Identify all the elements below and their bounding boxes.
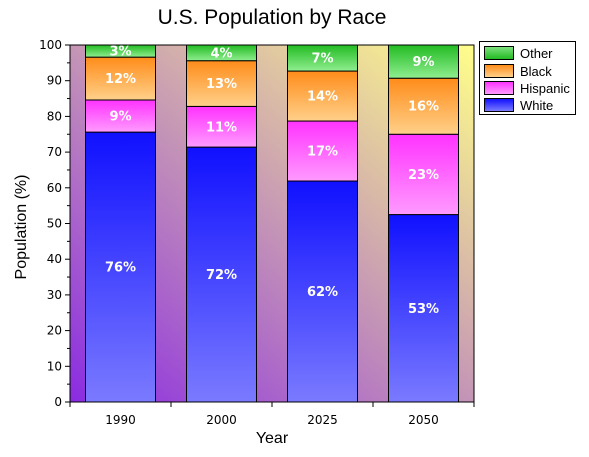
- y-tick-label-100: 100: [39, 38, 62, 52]
- x-tick-label-1990: 1990: [105, 413, 136, 427]
- legend-swatch-hispanic: [484, 81, 514, 95]
- data-label-black-2000: 13%: [206, 77, 237, 92]
- data-label-white-2025: 62%: [307, 285, 338, 300]
- y-tick-label-80: 80: [47, 109, 62, 123]
- legend-swatch-other: [484, 46, 514, 60]
- data-label-other-2000: 4%: [210, 46, 232, 61]
- data-label-hispanic-2050: 23%: [408, 168, 439, 183]
- y-tick-label-70: 70: [47, 145, 62, 159]
- legend: Other Black Hispanic White: [479, 41, 576, 115]
- bar-other-2025: [287, 44, 358, 72]
- y-tick-label-30: 30: [47, 288, 62, 302]
- data-label-hispanic-2025: 17%: [307, 145, 338, 160]
- legend-item-other: Other: [484, 45, 553, 61]
- data-label-other-2050: 9%: [412, 55, 434, 70]
- data-label-white-1990: 76%: [105, 261, 136, 276]
- legend-label-black: Black: [520, 63, 552, 79]
- bar-hispanic-2025: [287, 120, 358, 182]
- bar-white-2025: [287, 180, 358, 403]
- legend-item-white: White: [484, 97, 553, 113]
- bar-white-2050: [388, 214, 459, 403]
- bar-black-2025: [287, 70, 358, 122]
- data-label-other-2025: 7%: [311, 52, 333, 67]
- legend-label-hispanic: Hispanic: [520, 80, 570, 96]
- legend-item-black: Black: [484, 63, 552, 79]
- legend-swatch-black: [484, 64, 514, 78]
- legend-swatch-white: [484, 98, 514, 112]
- bar-black-2000: [186, 60, 257, 107]
- y-tick-label-60: 60: [47, 181, 62, 195]
- y-tick-label-10: 10: [47, 359, 62, 373]
- data-label-other-1990: 3%: [109, 45, 131, 60]
- x-axis-label: Year: [255, 430, 289, 447]
- bar-hispanic-1990: [85, 99, 156, 133]
- y-tick-label-40: 40: [47, 252, 62, 266]
- data-label-hispanic-2000: 11%: [206, 120, 237, 135]
- y-tick-label-90: 90: [47, 74, 62, 88]
- legend-label-other: Other: [520, 45, 553, 61]
- chart-title: U.S. Population by Race: [157, 6, 387, 29]
- data-label-black-2050: 16%: [408, 100, 439, 115]
- x-tick-label-2050: 2050: [408, 413, 439, 427]
- y-tick-label-50: 50: [47, 217, 62, 231]
- data-label-black-2025: 14%: [307, 90, 338, 105]
- data-label-white-2050: 53%: [408, 302, 439, 317]
- x-tick-label-2000: 2000: [206, 413, 237, 427]
- data-label-black-1990: 12%: [105, 72, 136, 87]
- x-tick-label-2025: 2025: [307, 413, 338, 427]
- bar-hispanic-2050: [388, 133, 459, 216]
- y-tick-label-0: 0: [54, 395, 62, 409]
- data-label-white-2000: 72%: [206, 268, 237, 283]
- bar-black-1990: [85, 56, 156, 101]
- legend-item-hispanic: Hispanic: [484, 80, 570, 96]
- data-label-hispanic-1990: 9%: [109, 110, 131, 125]
- legend-label-white: White: [520, 97, 554, 113]
- y-tick-label-20: 20: [47, 324, 62, 338]
